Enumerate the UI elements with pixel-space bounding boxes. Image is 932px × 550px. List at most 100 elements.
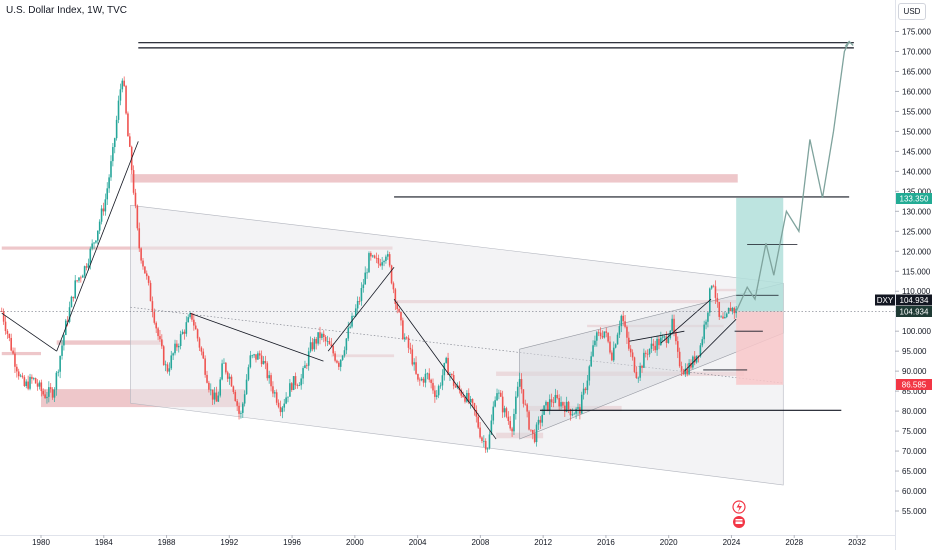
candle-body	[319, 332, 321, 338]
candle-body	[27, 381, 29, 389]
candle-body	[554, 394, 557, 403]
candle-body	[682, 370, 685, 375]
candle-body	[375, 257, 378, 259]
candle-body	[492, 406, 495, 421]
candle-body	[507, 416, 510, 422]
candle-body	[102, 208, 105, 212]
candle-body	[136, 205, 139, 229]
candle-body	[221, 363, 223, 380]
candle-body	[729, 307, 732, 312]
candle-body	[83, 266, 86, 276]
candle-body	[692, 356, 694, 368]
price-tick-label: 130.000	[902, 207, 931, 216]
candle-body	[61, 345, 63, 356]
candle-body	[341, 355, 344, 360]
candle-body	[449, 373, 451, 375]
candle-body	[110, 161, 112, 178]
candle-body	[614, 344, 617, 348]
candle-body	[571, 414, 574, 416]
candle-body	[661, 336, 664, 338]
candle-body	[467, 392, 470, 403]
stop-price-text: 86.585	[902, 381, 927, 390]
candle-body	[628, 337, 630, 349]
candle-body	[498, 392, 500, 394]
candle-body	[590, 356, 592, 367]
candle-body	[400, 312, 402, 321]
candle-body	[338, 362, 340, 367]
candle-body	[586, 380, 589, 391]
ticker-bg	[875, 294, 895, 306]
candle-body	[345, 338, 348, 351]
candle-body	[260, 355, 263, 365]
candle-body	[417, 373, 419, 380]
candle-body	[575, 408, 577, 414]
candle-body	[177, 345, 180, 348]
trend-line	[327, 267, 395, 352]
candle-body	[731, 307, 734, 312]
candle-body	[193, 319, 195, 326]
last-price-label-2: 104.934	[896, 306, 932, 317]
candle-body	[648, 348, 651, 355]
candle-body	[505, 408, 508, 417]
candle-body	[601, 336, 604, 338]
price-tick-label: 125.000	[902, 227, 931, 236]
candle-body	[87, 263, 90, 268]
candle-body	[580, 394, 583, 414]
channel-midline	[130, 306, 784, 384]
trend-line	[56, 141, 139, 352]
candle-body	[16, 366, 18, 372]
candle-body	[501, 396, 504, 413]
candle-body	[68, 307, 71, 322]
candle-body	[330, 344, 333, 347]
candle-body	[407, 337, 410, 348]
candle-body	[392, 283, 395, 290]
candle-body	[588, 366, 591, 381]
time-tick-label: 1984	[95, 538, 113, 547]
candle-body	[147, 276, 150, 283]
trend-line	[393, 298, 497, 440]
candle-body	[121, 80, 124, 90]
candle-body	[567, 401, 570, 410]
candle-body	[428, 373, 431, 380]
channels-layer	[130, 197, 784, 486]
candle-body	[72, 296, 75, 299]
price-tick-label: 70.000	[902, 447, 927, 456]
price-tick-label: 115.000	[902, 267, 931, 276]
price-tick-label: 140.000	[902, 167, 931, 176]
candle-body	[437, 386, 440, 396]
candle-body	[646, 353, 649, 355]
currency-button[interactable]: USD	[898, 3, 926, 20]
candle-body	[360, 288, 363, 302]
candle-body	[624, 321, 626, 327]
candle-body	[353, 315, 355, 317]
ticker-label: DXY	[875, 294, 895, 306]
candle-body	[113, 138, 116, 148]
candle-body	[686, 368, 689, 375]
candle-body	[434, 390, 436, 397]
candle-body	[667, 337, 670, 343]
candle-body	[469, 398, 472, 403]
lightning-event-icon[interactable]	[732, 500, 746, 514]
candle-body	[684, 368, 687, 375]
last-price-label: 104.934	[896, 294, 932, 306]
candle-body	[281, 407, 284, 413]
price-tick-label: 65.000	[902, 467, 927, 476]
flag-event-icon[interactable]	[733, 516, 745, 528]
candle-body	[411, 349, 414, 365]
candle-body	[290, 383, 293, 390]
candle-body	[582, 388, 585, 395]
last-price-2-text: 104.934	[900, 308, 929, 317]
candle-body	[129, 136, 131, 147]
candle-body	[637, 377, 640, 379]
candle-body	[718, 301, 721, 317]
candle-body	[398, 309, 400, 313]
candle-body	[499, 392, 502, 397]
candle-body	[275, 392, 278, 403]
candle-body	[676, 341, 679, 352]
time-tick-label: 2020	[660, 538, 678, 547]
candle-body	[40, 382, 43, 392]
candle-body	[639, 365, 641, 378]
candle-body	[451, 373, 453, 376]
candle-body	[547, 401, 549, 411]
